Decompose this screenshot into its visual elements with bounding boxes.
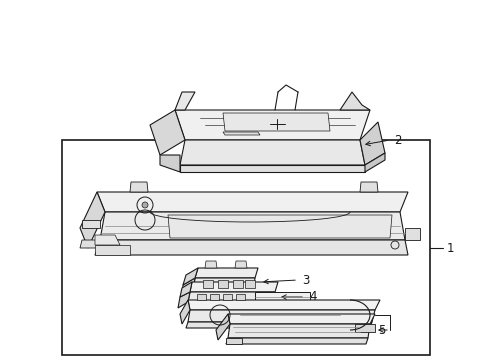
- Polygon shape: [183, 268, 198, 285]
- Polygon shape: [225, 338, 367, 344]
- Polygon shape: [359, 122, 384, 165]
- Polygon shape: [95, 235, 120, 245]
- Polygon shape: [404, 228, 419, 240]
- Polygon shape: [182, 278, 195, 296]
- Polygon shape: [80, 192, 105, 248]
- Polygon shape: [236, 294, 244, 300]
- Polygon shape: [223, 132, 260, 135]
- Polygon shape: [225, 338, 242, 344]
- Polygon shape: [235, 261, 246, 268]
- Polygon shape: [190, 282, 278, 292]
- Polygon shape: [187, 310, 374, 322]
- Polygon shape: [359, 182, 377, 192]
- Polygon shape: [223, 294, 231, 300]
- Polygon shape: [150, 110, 184, 155]
- Polygon shape: [180, 282, 192, 297]
- Polygon shape: [80, 240, 100, 248]
- Polygon shape: [180, 165, 364, 172]
- Polygon shape: [95, 240, 407, 255]
- Polygon shape: [175, 92, 195, 110]
- Polygon shape: [216, 314, 229, 340]
- Polygon shape: [203, 280, 213, 288]
- Polygon shape: [180, 140, 364, 165]
- Text: 5: 5: [377, 324, 385, 337]
- Polygon shape: [197, 294, 205, 300]
- Polygon shape: [168, 215, 391, 238]
- Polygon shape: [223, 113, 329, 131]
- Polygon shape: [82, 220, 100, 228]
- Polygon shape: [232, 280, 243, 288]
- Polygon shape: [160, 155, 180, 172]
- Polygon shape: [339, 92, 369, 110]
- Polygon shape: [244, 280, 254, 288]
- Polygon shape: [180, 300, 190, 324]
- Polygon shape: [195, 268, 258, 278]
- Polygon shape: [178, 292, 190, 308]
- Polygon shape: [187, 292, 274, 302]
- Polygon shape: [130, 182, 148, 192]
- Polygon shape: [95, 245, 130, 255]
- Polygon shape: [209, 294, 219, 300]
- Polygon shape: [364, 153, 384, 172]
- Text: 1: 1: [446, 242, 453, 255]
- Polygon shape: [97, 192, 407, 212]
- Polygon shape: [354, 324, 374, 332]
- Polygon shape: [227, 314, 374, 324]
- Bar: [62, 140, 429, 355]
- Polygon shape: [185, 322, 371, 328]
- Polygon shape: [227, 324, 369, 338]
- Polygon shape: [175, 110, 369, 140]
- Polygon shape: [218, 280, 227, 288]
- Polygon shape: [193, 278, 254, 290]
- Text: 4: 4: [308, 291, 316, 303]
- Text: 3: 3: [302, 274, 309, 287]
- Polygon shape: [100, 212, 404, 240]
- Polygon shape: [204, 261, 217, 268]
- Polygon shape: [254, 292, 309, 302]
- Text: 2: 2: [393, 134, 401, 147]
- Polygon shape: [187, 300, 379, 310]
- Circle shape: [142, 202, 148, 208]
